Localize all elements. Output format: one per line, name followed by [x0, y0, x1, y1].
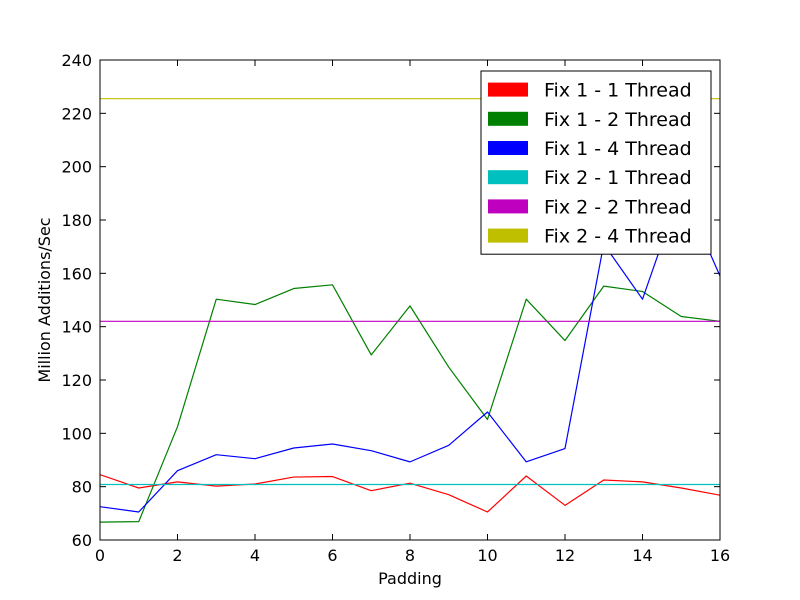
- x-tick-label: 4: [250, 546, 260, 565]
- x-tick-label: 14: [632, 546, 652, 565]
- series-line-2: [100, 284, 720, 523]
- legend-label: Fix 2 - 1 Thread: [544, 167, 692, 189]
- legend-label: Fix 1 - 2 Thread: [544, 109, 692, 131]
- y-tick-label: 200: [61, 158, 92, 177]
- y-tick-label: 100: [61, 424, 92, 443]
- x-tick-label: 2: [172, 546, 182, 565]
- y-tick-label: 140: [61, 318, 92, 337]
- legend-swatch: [488, 82, 528, 97]
- legend-swatch: [488, 170, 528, 185]
- x-tick-label: 6: [327, 546, 337, 565]
- legend-swatch: [488, 141, 528, 155]
- x-axis-label: Padding: [378, 569, 442, 588]
- legend-label: Fix 2 - 2 Thread: [544, 196, 692, 218]
- x-tick-label: 12: [555, 546, 575, 565]
- y-tick-label: 220: [61, 104, 92, 123]
- y-tick-label: 60: [72, 531, 92, 550]
- legend-label: Fix 2 - 4 Thread: [544, 226, 692, 248]
- x-tick-label: 0: [95, 546, 105, 565]
- y-axis-label: Million Additions/Sec: [35, 217, 54, 382]
- legend: Fix 1 - 1 Thread Fix 1 - 2 Thread Fix 1 - …: [480, 70, 712, 255]
- y-tick-label: 240: [61, 51, 92, 70]
- x-tick-label: 10: [477, 546, 497, 565]
- legend-swatch: [488, 228, 528, 243]
- y-tick-label: 120: [61, 371, 92, 390]
- x-tick-label: 16: [710, 546, 730, 565]
- legend-swatch: [488, 111, 528, 126]
- y-tick-label: 180: [61, 211, 92, 230]
- x-tick-label: 8: [405, 546, 415, 565]
- series-line-3: [100, 187, 720, 513]
- legend-box: [480, 70, 712, 255]
- y-tick-label: 80: [72, 478, 92, 497]
- tick-layer: 0 2 4 6 8 10 12 14 16 60 80 100 120 140 160 180 200 220 24…: [61, 51, 730, 565]
- legend-label: Fix 1 - 1 Thread: [544, 80, 692, 102]
- legend-label: Fix 1 - 4 Thread: [544, 138, 692, 160]
- y-tick-label: 160: [61, 264, 92, 283]
- legend-swatch: [488, 199, 528, 214]
